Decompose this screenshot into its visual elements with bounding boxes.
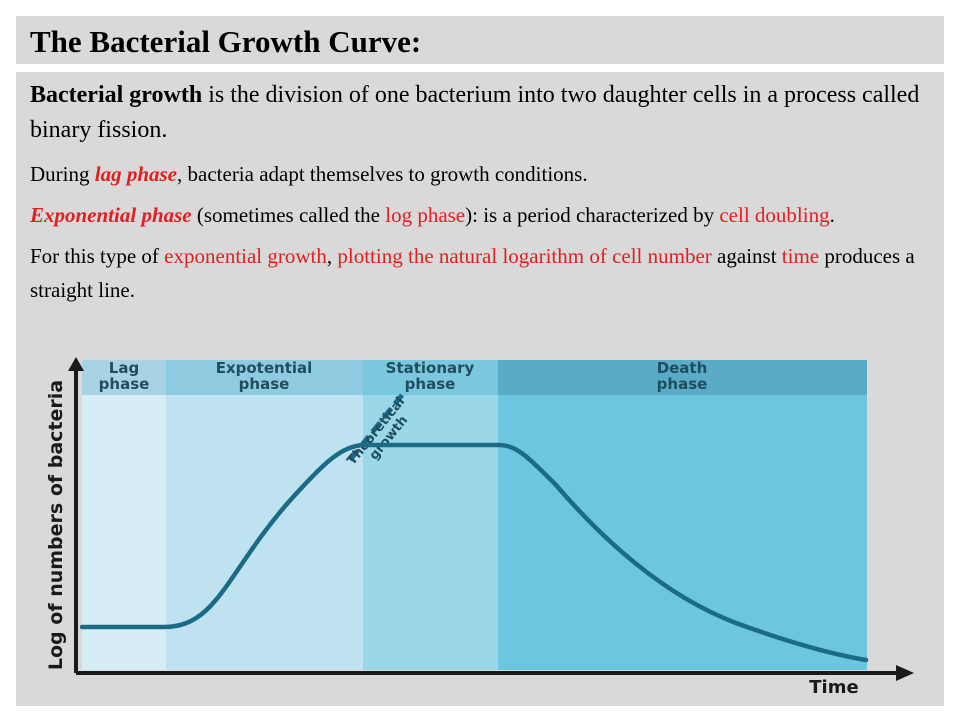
- exponential-phase-label-1: Expotential: [216, 359, 313, 377]
- x-axis-label: Time: [809, 677, 858, 698]
- definition-text: is the division of one bacterium into tw…: [30, 82, 920, 143]
- death-phase-label-2: phase: [657, 375, 708, 393]
- term-cell-doubling: cell doubling: [719, 203, 830, 227]
- text-span: .: [829, 203, 835, 227]
- text-span: against: [711, 244, 782, 268]
- term-bacterial-growth: Bacterial growth: [30, 82, 203, 108]
- text-span: produces a straight line.: [30, 244, 915, 302]
- y-axis-arrowhead: [68, 357, 84, 371]
- exponential-phase-label-2: phase: [239, 375, 290, 393]
- term-exponential-growth: exponential growth: [164, 244, 327, 268]
- stationary-phase-region: [363, 360, 498, 670]
- death-phase-header: [498, 360, 867, 395]
- lag-phase-label-2: phase: [99, 375, 150, 393]
- term-exponential-phase: Exponential phase: [30, 203, 192, 227]
- growth-curve-line: [79, 442, 869, 663]
- text-block: Bacterial growth is the division of one …: [30, 78, 930, 307]
- y-axis-label: Log of numbers of bacteria: [45, 380, 67, 670]
- stationary-phase-header: [363, 360, 498, 395]
- text-span: During: [30, 162, 95, 186]
- death-phase-region: [498, 360, 867, 670]
- lag-phase-label-1: Lag: [109, 359, 139, 377]
- stationary-phase-label-1: Stationary: [386, 359, 475, 377]
- term-time: time: [781, 244, 820, 268]
- page-title: The Bacterial Growth Curve:: [30, 24, 422, 59]
- paragraph-exponential-phase: Exponential phase (sometimes called the …: [30, 198, 930, 233]
- stationary-phase-label-2: phase: [405, 375, 456, 393]
- term-log-plot: plotting the natural logarithm of cell n…: [337, 244, 712, 268]
- term-log-phase: log phase: [385, 203, 466, 227]
- theoretical-growth-line: [348, 393, 404, 462]
- x-axis-arrowhead: [896, 665, 914, 681]
- lag-phase-header: [82, 360, 166, 395]
- paragraph-log-plot: For this type of exponential growth, plo…: [30, 239, 930, 307]
- growth-curve-diagram: Lag phase Expotential phase Stationary p…: [36, 355, 924, 700]
- exponential-phase-header: [166, 360, 363, 395]
- exponential-phase-region: [166, 360, 363, 670]
- lag-phase-region: [82, 360, 166, 670]
- death-phase-label-1: Death: [657, 359, 708, 377]
- text-span: (sometimes called the: [191, 203, 386, 227]
- paragraph-lag-phase: During lag phase, bacteria adapt themsel…: [30, 158, 930, 190]
- term-lag-phase: lag phase: [94, 162, 178, 186]
- title-bar: The Bacterial Growth Curve:: [16, 16, 944, 64]
- text-span: ,: [326, 244, 338, 268]
- text-span: For this type of: [30, 244, 165, 268]
- text-span: ): is a period characterized by: [465, 203, 720, 227]
- paragraph-definition: Bacterial growth is the division of one …: [30, 78, 930, 148]
- growth-curve-svg: Lag phase Expotential phase Stationary p…: [45, 357, 914, 698]
- text-span: , bacteria adapt themselves to growth co…: [177, 162, 588, 186]
